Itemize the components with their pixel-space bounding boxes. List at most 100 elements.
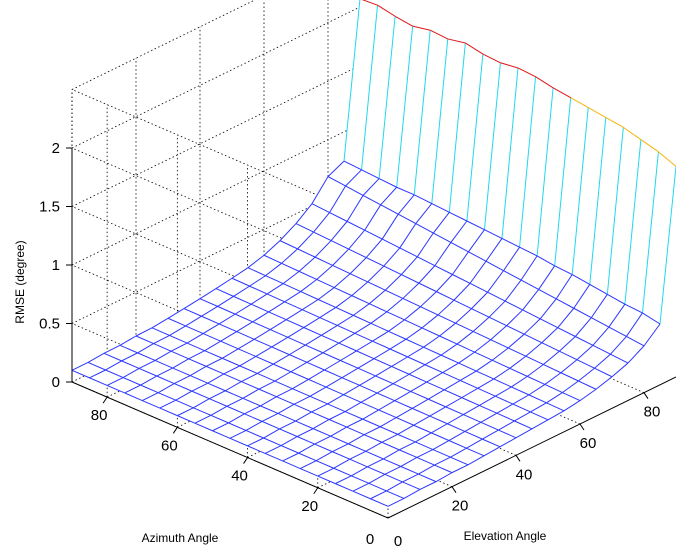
mesh-line	[151, 317, 169, 329]
surface-cell	[560, 359, 595, 381]
mesh-line	[376, 392, 395, 402]
grid-line	[71, 6, 361, 149]
mesh-line	[436, 291, 455, 301]
x-tick-mark	[451, 486, 457, 493]
surface-cell	[468, 229, 502, 262]
mesh-line	[204, 340, 221, 352]
mesh-line	[183, 298, 201, 309]
mesh-line	[346, 195, 364, 222]
mesh-line	[432, 211, 450, 234]
mesh-line	[293, 395, 311, 405]
mesh-line	[156, 375, 175, 385]
surface-cell	[280, 223, 314, 249]
surface-cell	[361, 5, 396, 179]
mesh-line	[312, 428, 331, 437]
mesh-line	[344, 401, 362, 412]
x-tick-mark	[579, 423, 585, 431]
mesh-line	[255, 346, 273, 357]
mesh-line	[544, 372, 562, 385]
mesh-line	[242, 388, 260, 399]
surface-cell	[502, 68, 536, 248]
mesh-line	[217, 295, 234, 307]
surface-cell	[318, 287, 352, 308]
mesh-line	[640, 139, 659, 153]
mesh-line	[193, 398, 210, 409]
mesh-line	[209, 390, 226, 400]
mesh-line	[525, 342, 543, 357]
mesh-line	[496, 412, 515, 422]
mesh-line	[372, 340, 391, 350]
mesh-line	[335, 306, 354, 316]
mesh-line	[106, 377, 124, 386]
mesh-line	[327, 394, 344, 405]
mesh-line	[360, 392, 378, 403]
mesh-line	[496, 403, 514, 414]
surface-cell	[506, 309, 541, 335]
mesh-line	[559, 350, 578, 361]
mesh-line	[305, 334, 322, 346]
mesh-line	[491, 347, 509, 361]
surface-cell	[283, 271, 317, 292]
mesh-line	[519, 246, 538, 257]
mesh-line	[426, 381, 445, 391]
mesh-line	[206, 365, 224, 375]
mesh-line	[295, 223, 314, 233]
mesh-line	[501, 67, 519, 239]
mesh-line	[293, 403, 312, 413]
mesh-line	[300, 291, 319, 300]
mesh-line	[375, 366, 392, 377]
mesh-line	[215, 288, 234, 297]
mesh-line	[432, 449, 451, 458]
mesh-line	[429, 415, 448, 425]
mesh-line	[361, 169, 380, 179]
mesh-line	[87, 352, 105, 363]
mesh-line	[474, 339, 491, 353]
mesh-line	[509, 367, 528, 377]
mesh-line	[292, 378, 309, 390]
mesh-line	[421, 314, 439, 329]
mesh-line	[368, 482, 387, 492]
mesh-line	[297, 248, 316, 258]
mesh-line	[337, 314, 354, 326]
mesh-line	[418, 464, 435, 475]
mesh-line	[348, 443, 366, 452]
mesh-line	[274, 371, 292, 382]
mesh-line	[378, 16, 396, 179]
mesh-line	[624, 303, 643, 314]
mesh-line	[245, 429, 264, 439]
mesh-line	[479, 404, 498, 414]
mesh-line	[344, 411, 363, 420]
mesh-line	[413, 424, 432, 434]
mesh-line	[142, 392, 159, 401]
mesh-line	[643, 323, 661, 347]
mesh-line	[167, 317, 186, 327]
mesh-line	[464, 421, 482, 432]
mesh-line	[458, 351, 475, 364]
mesh-line	[452, 274, 471, 284]
mesh-line	[169, 325, 186, 336]
mesh-line	[279, 240, 298, 250]
mesh-line	[408, 373, 427, 383]
mesh-line	[337, 324, 356, 334]
surface-cell	[522, 289, 557, 319]
mesh-line	[483, 62, 501, 230]
mesh-line	[199, 288, 217, 300]
mesh-line	[380, 204, 399, 215]
surface-cell	[474, 339, 509, 361]
mesh-line	[527, 375, 546, 385]
surface-cell	[455, 308, 490, 332]
mesh-line	[483, 446, 501, 457]
mesh-line	[388, 319, 405, 332]
mesh-line	[277, 413, 296, 422]
mesh-line	[468, 251, 487, 262]
mesh-line	[137, 352, 156, 361]
mesh-line	[522, 289, 540, 311]
mesh-line	[514, 420, 533, 430]
mesh-line	[229, 437, 248, 447]
surface-cell	[438, 300, 472, 324]
mesh-line	[396, 26, 414, 188]
mesh-line	[447, 414, 464, 425]
mesh-line	[440, 343, 458, 356]
mesh-line	[316, 279, 335, 288]
mesh-line	[348, 248, 367, 259]
